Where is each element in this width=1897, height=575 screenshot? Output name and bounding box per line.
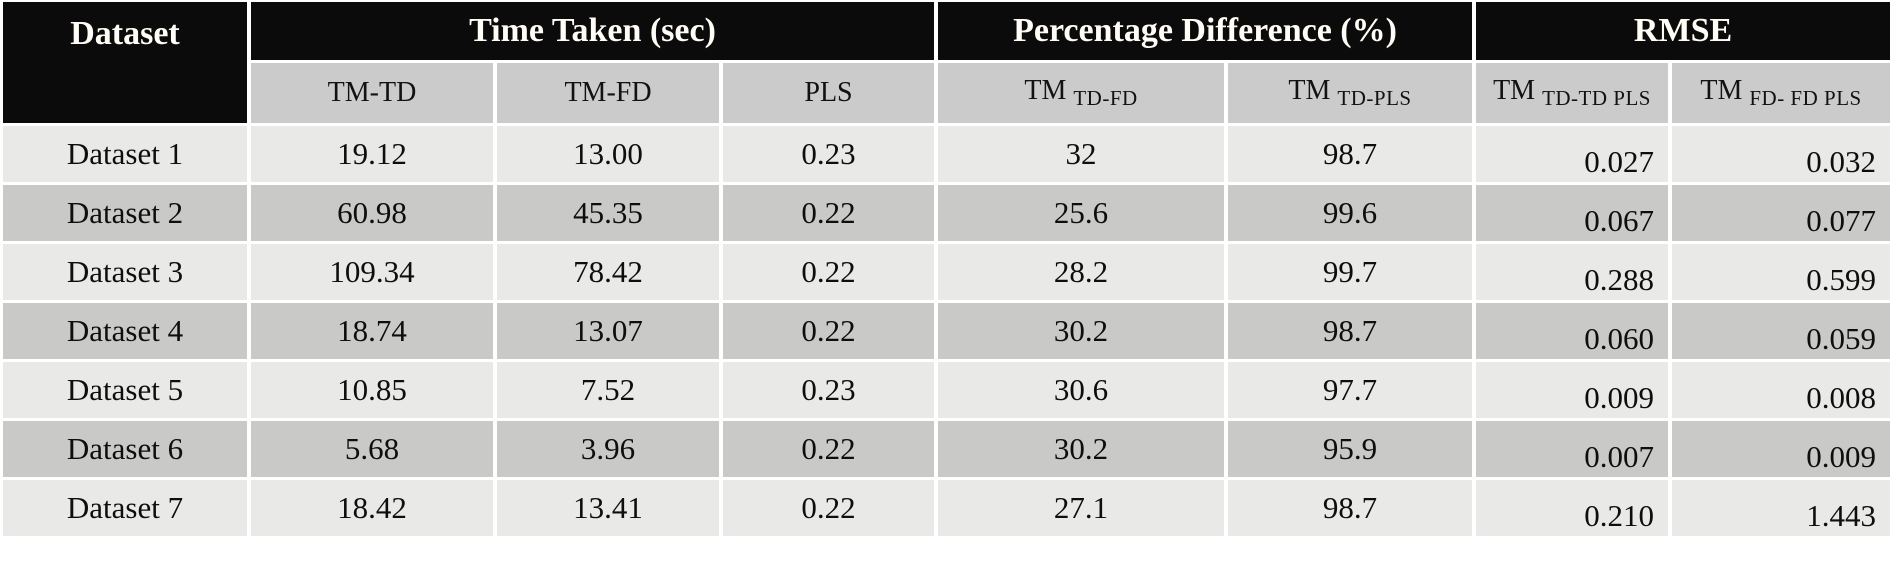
pct-td-pls-value: 99.7 bbox=[1228, 244, 1473, 300]
pls-value: 0.22 bbox=[723, 244, 935, 300]
pls-value: 0.22 bbox=[723, 185, 935, 241]
pct-td-pls-value: 97.7 bbox=[1228, 362, 1473, 418]
subhead-subscript: TD-PLS bbox=[1337, 86, 1412, 110]
tm-td-value: 19.12 bbox=[251, 126, 493, 182]
rmse-td-td-pls-value: 0.027 bbox=[1476, 126, 1669, 182]
pct-td-fd-value: 30.2 bbox=[938, 303, 1225, 359]
column-header-tm-td-td-pls: TM TD-TD PLS bbox=[1476, 63, 1669, 123]
subhead-main: TM bbox=[1700, 75, 1743, 106]
pct-td-pls-value: 98.7 bbox=[1228, 480, 1473, 536]
dataset-label: Dataset 6 bbox=[3, 421, 247, 477]
rmse-td-td-pls-value: 0.210 bbox=[1476, 480, 1669, 536]
tm-fd-value: 13.00 bbox=[497, 126, 719, 182]
subhead-main: TM bbox=[1024, 75, 1067, 106]
subhead-main: TM bbox=[1288, 75, 1331, 106]
table-row: Dataset 1 19.12 13.00 0.23 32 98.7 0.027… bbox=[3, 126, 1891, 182]
subhead-subscript: TD-FD bbox=[1073, 86, 1138, 110]
tm-td-value: 18.42 bbox=[251, 480, 493, 536]
tm-td-value: 10.85 bbox=[251, 362, 493, 418]
column-group-time-taken: Time Taken (sec) bbox=[251, 2, 935, 60]
column-header-dataset: Dataset bbox=[3, 2, 247, 123]
subhead-main: PLS bbox=[804, 77, 853, 108]
tm-fd-value: 78.42 bbox=[497, 244, 719, 300]
pct-td-fd-value: 27.1 bbox=[938, 480, 1225, 536]
rmse-td-td-pls-value: 0.067 bbox=[1476, 185, 1669, 241]
subhead-main: TM-FD bbox=[564, 77, 652, 108]
column-header-tm-td: TM-TD bbox=[251, 63, 493, 123]
rmse-td-td-pls-value: 0.060 bbox=[1476, 303, 1669, 359]
rmse-fd-fd-pls-value: 0.059 bbox=[1672, 303, 1891, 359]
pls-value: 0.22 bbox=[723, 303, 935, 359]
table-row: Dataset 5 10.85 7.52 0.23 30.6 97.7 0.00… bbox=[3, 362, 1891, 418]
dataset-label: Dataset 2 bbox=[3, 185, 247, 241]
table-row: Dataset 3 109.34 78.42 0.22 28.2 99.7 0.… bbox=[3, 244, 1891, 300]
tm-td-value: 5.68 bbox=[251, 421, 493, 477]
pct-td-fd-value: 30.2 bbox=[938, 421, 1225, 477]
subhead-subscript: FD- FD PLS bbox=[1749, 86, 1862, 110]
rmse-td-td-pls-value: 0.288 bbox=[1476, 244, 1669, 300]
dataset-label: Dataset 1 bbox=[3, 126, 247, 182]
pct-td-fd-value: 25.6 bbox=[938, 185, 1225, 241]
column-group-percentage-difference: Percentage Difference (%) bbox=[938, 2, 1473, 60]
subhead-main: TM-TD bbox=[327, 77, 417, 108]
tm-td-value: 18.74 bbox=[251, 303, 493, 359]
rmse-fd-fd-pls-value: 0.009 bbox=[1672, 421, 1891, 477]
rmse-fd-fd-pls-value: 1.443 bbox=[1672, 480, 1891, 536]
pct-td-fd-value: 28.2 bbox=[938, 244, 1225, 300]
tm-fd-value: 13.07 bbox=[497, 303, 719, 359]
rmse-fd-fd-pls-value: 0.032 bbox=[1672, 126, 1891, 182]
table-row: Dataset 7 18.42 13.41 0.22 27.1 98.7 0.2… bbox=[3, 480, 1891, 536]
tm-fd-value: 3.96 bbox=[497, 421, 719, 477]
tm-fd-value: 45.35 bbox=[497, 185, 719, 241]
pct-td-pls-value: 98.7 bbox=[1228, 126, 1473, 182]
rmse-fd-fd-pls-value: 0.599 bbox=[1672, 244, 1891, 300]
pls-value: 0.23 bbox=[723, 126, 935, 182]
pct-td-pls-value: 99.6 bbox=[1228, 185, 1473, 241]
pls-value: 0.22 bbox=[723, 421, 935, 477]
column-header-tm-fd-fd-pls: TM FD- FD PLS bbox=[1672, 63, 1891, 123]
dataset-label: Dataset 5 bbox=[3, 362, 247, 418]
subhead-subscript: TD-TD PLS bbox=[1542, 86, 1651, 110]
pct-td-pls-value: 95.9 bbox=[1228, 421, 1473, 477]
sub-header-row: TM-TD TM-FD PLS TM TD-FD TM TD-PLS TM TD… bbox=[3, 63, 1891, 123]
table-row: Dataset 6 5.68 3.96 0.22 30.2 95.9 0.007… bbox=[3, 421, 1891, 477]
table-row: Dataset 4 18.74 13.07 0.22 30.2 98.7 0.0… bbox=[3, 303, 1891, 359]
pls-value: 0.22 bbox=[723, 480, 935, 536]
rmse-fd-fd-pls-value: 0.008 bbox=[1672, 362, 1891, 418]
column-header-pls: PLS bbox=[723, 63, 935, 123]
column-header-tm-td-pls: TM TD-PLS bbox=[1228, 63, 1473, 123]
subhead-main: TM bbox=[1493, 75, 1536, 106]
dataset-label: Dataset 7 bbox=[3, 480, 247, 536]
column-group-rmse: RMSE bbox=[1476, 2, 1891, 60]
group-header-row: Dataset Time Taken (sec) Percentage Diff… bbox=[3, 2, 1891, 123]
pct-td-fd-value: 32 bbox=[938, 126, 1225, 182]
dataset-label: Dataset 4 bbox=[3, 303, 247, 359]
pct-td-fd-value: 30.6 bbox=[938, 362, 1225, 418]
rmse-td-td-pls-value: 0.009 bbox=[1476, 362, 1669, 418]
pct-td-pls-value: 98.7 bbox=[1228, 303, 1473, 359]
tm-td-value: 60.98 bbox=[251, 185, 493, 241]
dataset-label: Dataset 3 bbox=[3, 244, 247, 300]
rmse-td-td-pls-value: 0.007 bbox=[1476, 421, 1669, 477]
tm-td-value: 109.34 bbox=[251, 244, 493, 300]
column-header-tm-fd: TM-FD bbox=[497, 63, 719, 123]
tm-fd-value: 13.41 bbox=[497, 480, 719, 536]
tm-fd-value: 7.52 bbox=[497, 362, 719, 418]
results-table: Dataset Time Taken (sec) Percentage Diff… bbox=[3, 2, 1891, 536]
pls-value: 0.23 bbox=[723, 362, 935, 418]
column-header-tm-td-fd: TM TD-FD bbox=[938, 63, 1225, 123]
rmse-fd-fd-pls-value: 0.077 bbox=[1672, 185, 1891, 241]
table-row: Dataset 2 60.98 45.35 0.22 25.6 99.6 0.0… bbox=[3, 185, 1891, 241]
